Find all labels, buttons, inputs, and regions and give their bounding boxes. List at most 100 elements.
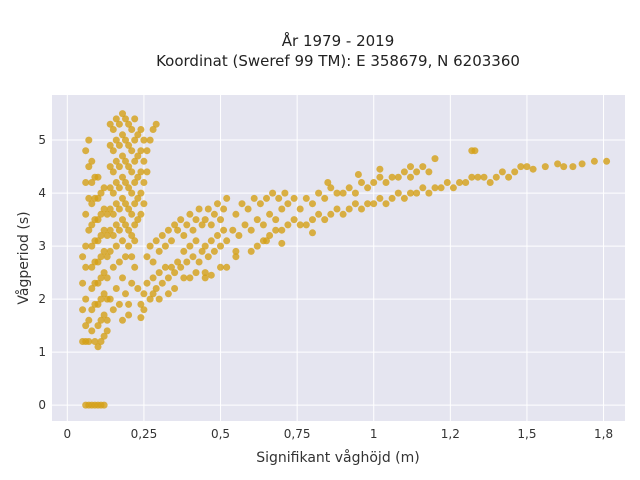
data-point bbox=[207, 271, 215, 279]
data-point bbox=[146, 136, 154, 144]
data-point bbox=[229, 226, 237, 234]
data-point bbox=[407, 173, 414, 181]
data-point bbox=[94, 300, 102, 308]
data-point bbox=[345, 205, 353, 213]
y-tick-label: 0 bbox=[38, 398, 46, 412]
data-point bbox=[214, 200, 221, 208]
data-point bbox=[88, 221, 96, 229]
data-point bbox=[128, 168, 136, 176]
data-point bbox=[106, 141, 114, 149]
data-point bbox=[339, 189, 347, 197]
data-point bbox=[189, 226, 197, 234]
data-point bbox=[115, 184, 123, 192]
data-point bbox=[91, 338, 99, 345]
data-point bbox=[327, 184, 335, 192]
data-point bbox=[82, 295, 90, 303]
data-point bbox=[125, 226, 133, 234]
data-point bbox=[281, 189, 289, 197]
data-point bbox=[400, 194, 408, 202]
data-point bbox=[164, 226, 172, 234]
data-point bbox=[247, 226, 255, 234]
data-point bbox=[180, 247, 188, 255]
data-point bbox=[400, 168, 408, 176]
data-point bbox=[517, 163, 525, 171]
data-point bbox=[119, 237, 126, 245]
data-point bbox=[364, 184, 372, 192]
data-point bbox=[82, 179, 90, 186]
data-point bbox=[94, 279, 102, 287]
data-point bbox=[146, 242, 154, 250]
data-point bbox=[94, 258, 102, 266]
data-point bbox=[125, 205, 133, 213]
data-point bbox=[449, 184, 457, 192]
data-point bbox=[468, 173, 476, 181]
data-point bbox=[94, 237, 102, 245]
data-point bbox=[140, 136, 148, 144]
data-point bbox=[79, 253, 87, 261]
data-point bbox=[140, 179, 148, 186]
data-point bbox=[204, 253, 212, 261]
data-point bbox=[364, 200, 372, 208]
data-point bbox=[109, 232, 117, 239]
data-point bbox=[358, 179, 365, 186]
data-point bbox=[201, 242, 209, 250]
data-point bbox=[207, 237, 215, 245]
data-point bbox=[394, 173, 402, 181]
data-point bbox=[137, 147, 145, 155]
data-point bbox=[137, 300, 145, 308]
data-point bbox=[119, 152, 126, 160]
data-point bbox=[88, 179, 96, 186]
data-point bbox=[263, 237, 270, 245]
data-point bbox=[134, 194, 142, 202]
data-point bbox=[192, 237, 200, 245]
data-point bbox=[97, 253, 105, 261]
data-point bbox=[382, 200, 390, 208]
data-point bbox=[109, 126, 117, 133]
data-point bbox=[119, 216, 126, 224]
data-point bbox=[97, 189, 105, 197]
data-point bbox=[309, 229, 316, 237]
data-point bbox=[82, 263, 90, 271]
data-point bbox=[112, 285, 120, 292]
data-point bbox=[498, 168, 506, 176]
data-point bbox=[275, 194, 283, 202]
x-axis-label: Signifikant våghöjd (m) bbox=[256, 449, 419, 466]
data-point bbox=[128, 279, 136, 287]
data-point bbox=[115, 141, 123, 149]
data-point bbox=[88, 157, 96, 165]
data-point bbox=[419, 163, 427, 171]
data-point bbox=[125, 311, 133, 319]
data-point bbox=[195, 258, 203, 266]
data-point bbox=[425, 189, 433, 197]
data-point bbox=[112, 179, 120, 186]
data-point bbox=[471, 147, 479, 155]
data-point bbox=[302, 194, 310, 202]
data-point bbox=[505, 173, 513, 181]
data-point bbox=[140, 306, 148, 314]
data-point bbox=[492, 173, 500, 181]
data-point bbox=[115, 120, 123, 128]
data-point bbox=[85, 226, 93, 234]
data-point bbox=[100, 247, 108, 255]
data-point bbox=[278, 205, 286, 213]
data-point bbox=[339, 210, 347, 218]
data-point bbox=[97, 274, 105, 282]
data-point bbox=[94, 216, 102, 224]
data-point bbox=[112, 200, 120, 208]
data-point bbox=[143, 279, 151, 287]
data-point bbox=[263, 194, 270, 202]
data-point bbox=[103, 253, 111, 261]
chart-title-line1: År 1979 - 2019 bbox=[282, 31, 395, 50]
data-point bbox=[174, 226, 182, 234]
data-point bbox=[131, 237, 139, 245]
data-point bbox=[253, 216, 261, 224]
data-point bbox=[122, 200, 129, 208]
data-point bbox=[88, 200, 96, 208]
data-point bbox=[174, 258, 182, 266]
x-tick-label: 0,5 bbox=[211, 427, 230, 441]
data-point bbox=[541, 163, 549, 171]
data-point bbox=[112, 115, 120, 123]
data-point bbox=[327, 210, 335, 218]
data-point bbox=[125, 141, 133, 149]
x-tick-label: 0 bbox=[64, 427, 72, 441]
